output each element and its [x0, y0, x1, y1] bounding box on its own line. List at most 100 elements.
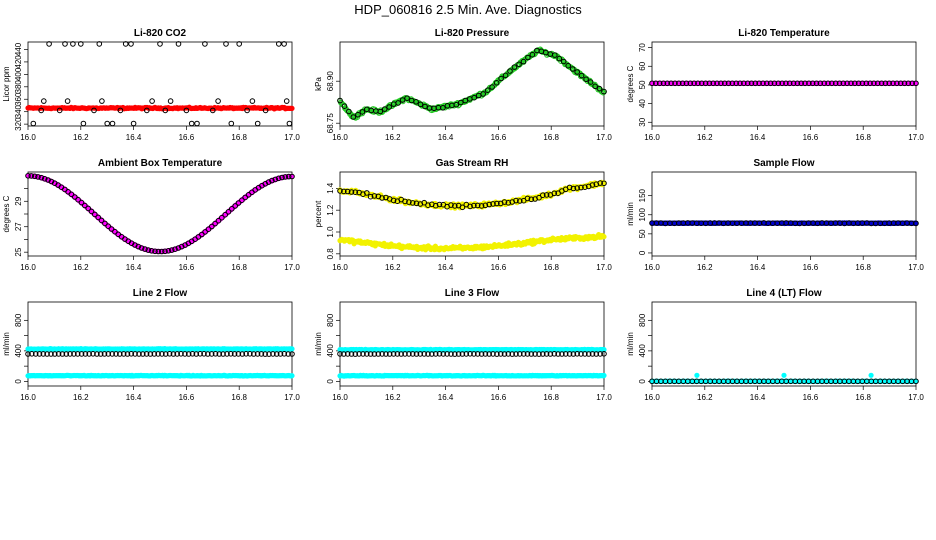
data-point: [122, 41, 129, 47]
y-tick-label: 400: [14, 67, 23, 81]
data-point: [694, 372, 700, 378]
data-point: [381, 106, 388, 112]
x-tick-label: 16.4: [438, 133, 454, 142]
data-point: [144, 107, 150, 114]
x-tick-label: 16.2: [385, 263, 401, 272]
data-point: [601, 88, 607, 95]
data-point: [281, 41, 287, 47]
data-point: [574, 69, 581, 75]
x-tick-label: 16.6: [803, 263, 819, 272]
data-point: [244, 107, 250, 114]
y-tick-label: 70: [638, 43, 647, 52]
data-point: [289, 373, 295, 379]
panel-title: Gas Stream RH: [436, 158, 509, 169]
x-tick-label: 16.6: [179, 133, 195, 142]
y-tick-label: 50: [638, 229, 647, 238]
y-axis-label: ml/min: [626, 202, 635, 226]
data-point: [417, 101, 424, 108]
chart-panel: Ambient Box Temperature 16.0 16.2 16.4 16.6 1…: [2, 158, 300, 272]
x-tick-label: 17.0: [908, 263, 924, 272]
plot-frame: [27, 171, 293, 257]
x-tick-label: 16.2: [73, 133, 89, 142]
data-point: [99, 98, 105, 104]
data-point: [41, 98, 47, 104]
data-point: [413, 99, 419, 105]
data-point: [471, 94, 478, 101]
data-point: [596, 85, 603, 92]
chart-panel: Li-820 CO2 16.0 16.2 16.4 16.6 16.8 17.0 320340…: [2, 28, 300, 142]
chart-panel: Li-820 Pressure 16.0 16.2 16.4 16.6 16.8 17.0 6…: [314, 28, 612, 142]
data-point: [498, 75, 504, 82]
y-tick-label: 320: [14, 117, 23, 131]
data-point: [601, 234, 607, 240]
data-point: [262, 107, 269, 114]
data-point: [399, 97, 406, 103]
y-tick-label: 800: [638, 313, 647, 327]
x-tick-label: 17.0: [596, 263, 612, 272]
panel-grid: Li-820 CO2 16.0 16.2 16.4 16.6 16.8 17.0 320340…: [2, 28, 924, 402]
x-tick-label: 16.8: [543, 393, 559, 402]
data-point: [56, 107, 63, 114]
data-point: [162, 107, 169, 114]
x-tick-label: 17.0: [284, 393, 300, 402]
data-point: [149, 98, 155, 104]
x-tick-label: 16.8: [855, 263, 871, 272]
x-tick-label: 16.0: [20, 393, 36, 402]
data-point: [157, 41, 163, 47]
data-point: [38, 107, 45, 114]
data-point: [175, 41, 182, 47]
x-tick-label: 16.0: [332, 263, 348, 272]
x-tick-label: 16.8: [231, 393, 247, 402]
data-point: [337, 97, 343, 104]
x-tick-label: 16.0: [20, 133, 36, 142]
data-point: [117, 107, 124, 114]
x-tick-label: 16.0: [332, 393, 348, 402]
data-point: [600, 89, 607, 96]
panel-title: Li-820 Pressure: [435, 28, 510, 39]
y-tick-label: 0: [638, 250, 647, 255]
data-point: [167, 98, 174, 104]
x-tick-label: 16.4: [126, 263, 142, 272]
panel-title: Line 4 (LT) Flow: [746, 288, 822, 299]
x-tick-label: 16.4: [750, 263, 766, 272]
y-axis-label: ml/min: [2, 332, 11, 356]
x-tick-label: 16.8: [231, 263, 247, 272]
data-series: [25, 372, 295, 379]
x-tick-label: 17.0: [596, 393, 612, 402]
y-tick-label: 400: [14, 344, 23, 358]
x-tick-label: 16.8: [855, 393, 871, 402]
x-tick-label: 16.4: [750, 393, 766, 402]
x-tick-label: 16.8: [855, 133, 871, 142]
x-tick-label: 16.0: [644, 393, 660, 402]
chart-panel: Li-820 Temperature 16.0 16.2 16.4 16.6 16.8 17…: [626, 28, 924, 142]
y-tick-label: 0.8: [326, 248, 335, 260]
x-tick-label: 16.6: [179, 263, 195, 272]
y-tick-label: 1.2: [326, 204, 335, 216]
data-series: [649, 378, 919, 385]
data-point: [70, 41, 76, 47]
data-series: [25, 346, 295, 352]
plot-frame: [651, 171, 917, 257]
data-point: [223, 41, 229, 47]
x-tick-label: 17.0: [284, 263, 300, 272]
data-point: [355, 111, 361, 118]
data-point: [592, 83, 598, 90]
x-tick-label: 16.2: [73, 393, 89, 402]
x-tick-label: 16.2: [697, 393, 713, 402]
y-tick-label: 25: [14, 247, 23, 256]
data-point: [520, 58, 527, 65]
x-tick-label: 16.8: [231, 133, 247, 142]
y-axis-label: Licor ppm: [2, 66, 11, 101]
data-point: [484, 87, 491, 93]
x-tick-label: 16.4: [750, 133, 766, 142]
data-point: [359, 109, 366, 115]
data-point: [516, 61, 522, 68]
data-point: [377, 108, 384, 115]
data-point: [289, 105, 295, 111]
x-tick-label: 16.4: [126, 133, 142, 142]
data-point: [215, 98, 221, 104]
x-tick-label: 17.0: [908, 133, 924, 142]
data-point: [346, 108, 352, 115]
data-point: [210, 107, 216, 114]
